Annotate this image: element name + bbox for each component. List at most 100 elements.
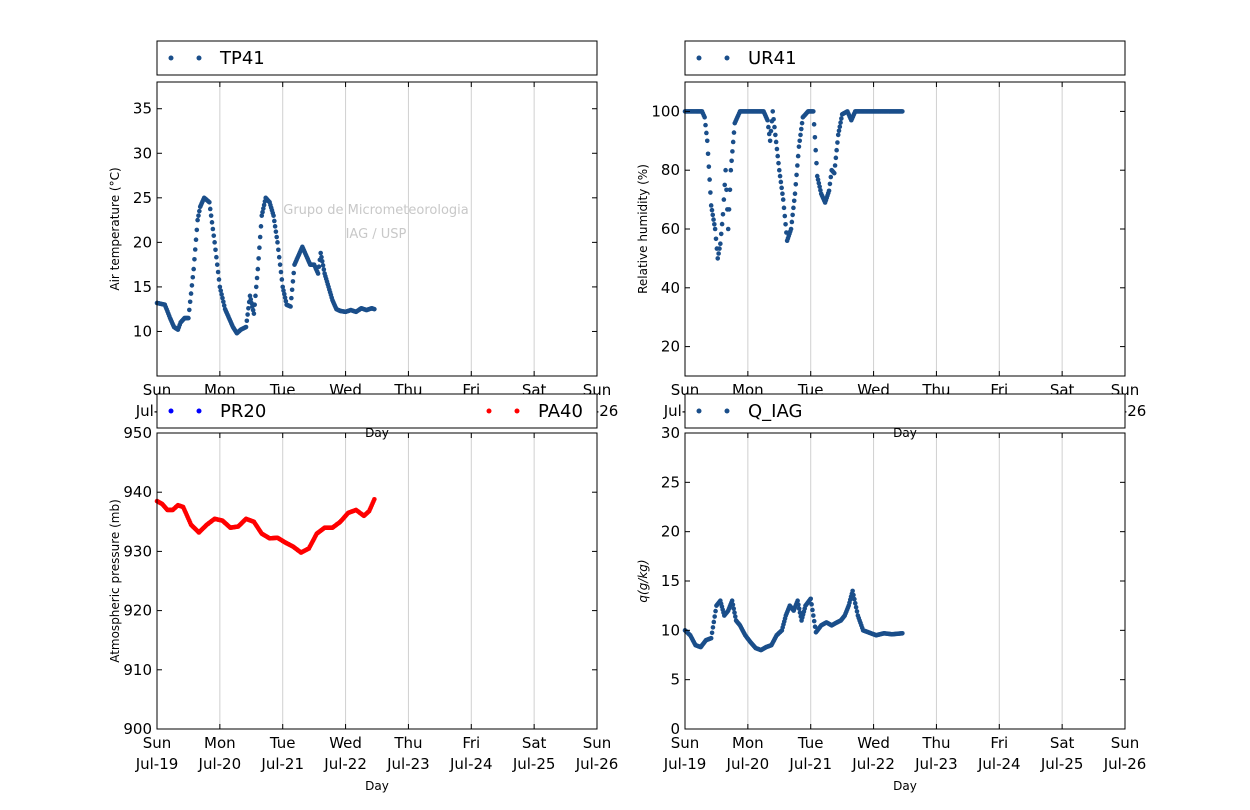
- data-point: [792, 191, 798, 197]
- watermark-line2: IAG / USP: [346, 227, 407, 242]
- plot-frame: [156, 432, 598, 730]
- series-PA40: [154, 497, 377, 555]
- data-point: [775, 153, 781, 159]
- data-point: [832, 163, 838, 168]
- data-point: [813, 147, 818, 153]
- data-point: [723, 167, 728, 173]
- data-point: [257, 234, 263, 240]
- data-point: [703, 122, 708, 128]
- data-point: [274, 234, 279, 240]
- data-point: [811, 618, 817, 624]
- data-point: [794, 172, 799, 178]
- data-point: [207, 206, 213, 212]
- y-tick-label: 100: [651, 102, 680, 120]
- data-point: [767, 138, 773, 144]
- legend-humidity: UR41: [684, 40, 1126, 76]
- data-point: [850, 588, 855, 594]
- x-tick-date-label: Jul-20: [726, 755, 770, 773]
- data-point: [773, 139, 779, 145]
- x-axis-label: Day: [893, 779, 917, 793]
- data-point: [207, 199, 212, 205]
- data-point: [281, 291, 287, 297]
- data-point: [795, 598, 800, 604]
- data-point: [196, 213, 201, 218]
- legend-marker: [514, 408, 520, 414]
- data-point: [197, 208, 202, 214]
- x-tick-date-label: Jul-21: [788, 755, 832, 773]
- x-tick-day-label: Sun: [583, 734, 612, 752]
- data-point: [273, 229, 279, 234]
- data-point: [276, 247, 281, 253]
- data-point: [261, 206, 266, 211]
- data-point: [212, 240, 217, 245]
- y-tick-label: 30: [133, 144, 152, 162]
- legend-temperature: TP41: [156, 40, 598, 76]
- y-tick-label: 40: [661, 279, 680, 297]
- x-tick-date-label: Jul-25: [1040, 755, 1084, 773]
- data-point: [718, 231, 724, 237]
- x-tick-day-label: Sat: [1050, 734, 1075, 752]
- data-point: [189, 283, 195, 288]
- data-point: [730, 139, 736, 145]
- data-point: [190, 274, 196, 280]
- x-tick-day-label: Mon: [732, 734, 764, 752]
- series-UR41: [682, 109, 905, 261]
- data-point: [838, 120, 843, 125]
- data-point: [247, 293, 253, 299]
- data-point: [799, 120, 805, 126]
- legend-marker: [196, 408, 202, 414]
- data-point: [713, 608, 718, 614]
- data-point: [316, 264, 322, 270]
- data-point: [253, 284, 259, 290]
- data-point: [781, 205, 787, 211]
- data-point: [320, 263, 326, 268]
- data-point: [219, 292, 224, 297]
- data-point: [796, 606, 802, 611]
- plot-frame: [684, 81, 1126, 377]
- x-tick-date-label: Jul-25: [512, 755, 556, 773]
- y-tick-label: 20: [661, 523, 680, 541]
- data-point: [793, 182, 799, 187]
- data-point: [774, 146, 780, 152]
- data-point: [780, 197, 786, 202]
- data-point: [717, 246, 722, 251]
- data-point: [851, 592, 856, 598]
- data-point: [279, 277, 285, 282]
- data-point: [770, 109, 776, 114]
- data-point: [288, 304, 293, 309]
- data-point: [214, 254, 219, 260]
- data-point: [261, 202, 267, 208]
- data-point: [291, 270, 297, 276]
- x-tick-day-label: Thu: [921, 734, 950, 752]
- plot-frame: [156, 81, 598, 377]
- x-axis-label: Day: [365, 779, 389, 793]
- data-point: [721, 197, 727, 202]
- y-tick-label: 930: [123, 542, 152, 560]
- data-point: [275, 240, 280, 245]
- y-axis-label: Atmospheric pressure (mb): [108, 499, 122, 663]
- legend-label: Q_IAG: [748, 401, 802, 422]
- data-point: [815, 177, 821, 182]
- x-tick-day-label: Wed: [857, 734, 890, 752]
- data-point: [260, 209, 265, 215]
- data-point: [811, 109, 816, 114]
- data-point: [731, 606, 737, 611]
- x-tick-day-label: Fri: [462, 734, 480, 752]
- data-point: [710, 625, 716, 630]
- data-point: [256, 256, 261, 261]
- data-point: [732, 610, 737, 615]
- legend-marker: [696, 55, 702, 61]
- data-point: [705, 151, 711, 157]
- x-tick-date-label: Jul-22: [323, 755, 367, 773]
- data-point: [321, 267, 327, 272]
- data-point: [715, 256, 721, 261]
- data-point: [852, 596, 857, 602]
- data-point: [257, 245, 262, 251]
- data-point: [194, 227, 200, 233]
- data-point: [728, 167, 734, 173]
- data-point: [837, 124, 843, 129]
- data-point: [812, 624, 818, 630]
- data-point: [372, 497, 377, 502]
- legend-box: [156, 40, 598, 76]
- plot-frame: [684, 432, 1126, 730]
